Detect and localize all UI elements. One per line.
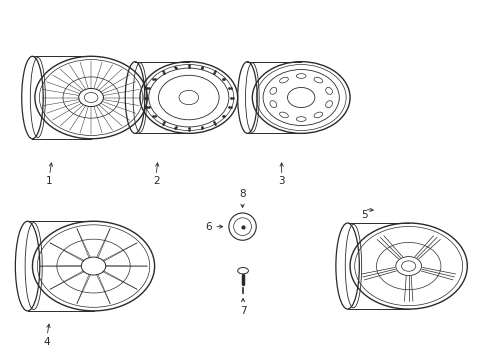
Text: 3: 3 bbox=[278, 176, 285, 186]
Text: 4: 4 bbox=[44, 337, 50, 347]
Text: 5: 5 bbox=[362, 211, 368, 220]
Text: 8: 8 bbox=[239, 189, 246, 199]
Text: 7: 7 bbox=[240, 306, 246, 315]
Text: 2: 2 bbox=[153, 176, 159, 186]
Text: 6: 6 bbox=[205, 222, 212, 231]
Text: 1: 1 bbox=[46, 176, 53, 186]
